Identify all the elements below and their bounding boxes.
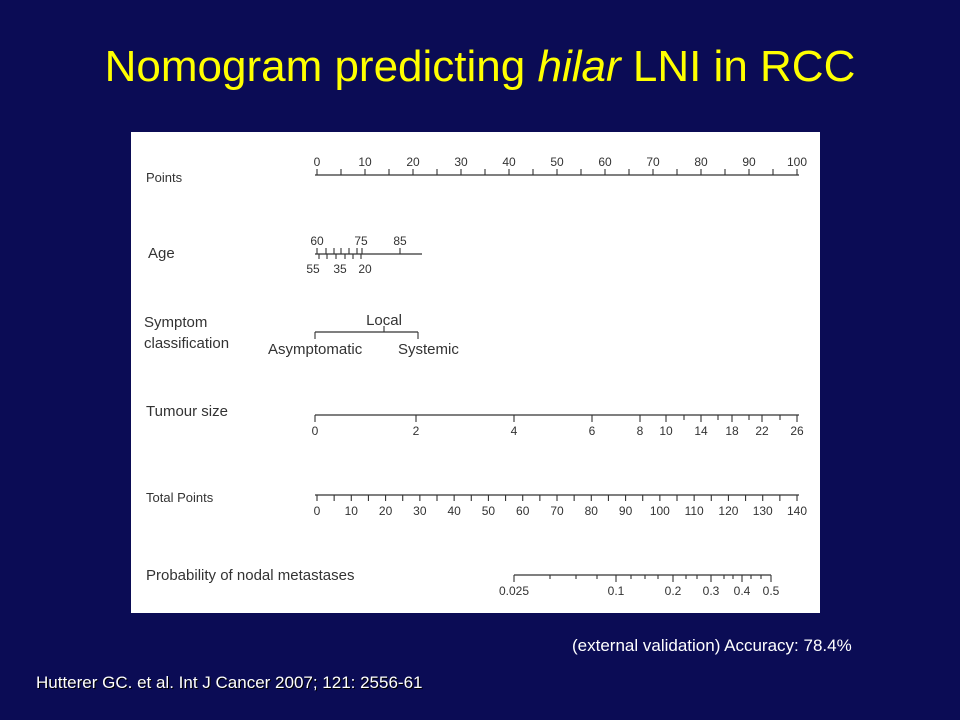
prob-scale-label: 0.4: [734, 584, 751, 598]
prob-scale-label: 0.1: [608, 584, 625, 598]
total-scale-label: 70: [550, 504, 564, 518]
tumour-scale-label: 0: [312, 424, 319, 438]
age-scale-label-top: 60: [310, 234, 324, 248]
symptom-level-systemic: Systemic: [398, 341, 459, 358]
nomogram-panel: Points Age Symptom classification Tumour…: [131, 132, 820, 613]
points-scale-label: 80: [694, 155, 708, 169]
accuracy-note: (external validation) Accuracy: 78.4%: [572, 636, 852, 655]
row-label-symptom-2: classification: [144, 335, 229, 352]
points-scale-label: 60: [598, 155, 612, 169]
points-scale-label: 0: [314, 155, 321, 169]
total-scale-label: 140: [787, 504, 807, 518]
tumour-scale-label: 14: [694, 424, 708, 438]
tumour-scale-label: 10: [659, 424, 673, 438]
slide-title: Nomogram predicting hilar LNI in RCC: [0, 42, 960, 92]
total-scale-label: 20: [379, 504, 393, 518]
age-scale-label-bottom: 55: [306, 262, 320, 276]
total-scale-label: 130: [753, 504, 773, 518]
age-scale-label-top: 85: [393, 234, 407, 248]
points-scale-label: 20: [406, 155, 420, 169]
age-scale-label-bottom: 20: [358, 262, 372, 276]
nomogram-figure: Points Age Symptom classification Tumour…: [144, 155, 807, 598]
title-part-2: LNI in RCC: [620, 42, 856, 91]
tumour-scale-label: 22: [755, 424, 769, 438]
row-label-symptom-1: Symptom: [144, 314, 207, 331]
tumour-scale-label: 26: [790, 424, 804, 438]
points-scale-label: 70: [646, 155, 660, 169]
citation: Hutterer GC. et al. Int J Cancer 2007; 1…: [36, 673, 423, 692]
total-scale-label: 0: [314, 504, 321, 518]
total-scale-label: 40: [447, 504, 461, 518]
tumour-scale-label: 6: [589, 424, 596, 438]
points-scale-label: 30: [454, 155, 468, 169]
symptom-level-local: Local: [366, 312, 402, 329]
total-scale-label: 120: [718, 504, 738, 518]
total-scale-label: 100: [650, 504, 670, 518]
points-scale-label: 100: [787, 155, 807, 169]
row-label-points: Points: [146, 170, 183, 185]
tumour-scale-label: 18: [725, 424, 739, 438]
row-label-prob: Probability of nodal metastases: [146, 567, 354, 584]
points-scale-label: 90: [742, 155, 756, 169]
prob-scale-label: 0.025: [499, 584, 529, 598]
row-label-tumour: Tumour size: [146, 403, 228, 420]
age-scale-label-top: 75: [354, 234, 368, 248]
tumour-scale-label: 4: [511, 424, 518, 438]
total-scale-label: 10: [345, 504, 359, 518]
age-scale-label-bottom: 35: [333, 262, 347, 276]
total-scale-label: 110: [685, 504, 704, 518]
points-scale-label: 10: [358, 155, 372, 169]
points-scale-label: 40: [502, 155, 516, 169]
title-part-1: Nomogram predicting: [104, 42, 538, 91]
tumour-scale-label: 2: [413, 424, 420, 438]
row-label-age: Age: [148, 245, 175, 262]
total-scale-label: 60: [516, 504, 530, 518]
prob-scale-label: 0.3: [703, 584, 720, 598]
points-scale-label: 50: [550, 155, 564, 169]
total-scale-label: 30: [413, 504, 427, 518]
total-scale-label: 90: [619, 504, 633, 518]
tumour-scale-label: 8: [637, 424, 644, 438]
title-italic-word: hilar: [537, 42, 621, 91]
total-scale-label: 80: [585, 504, 599, 518]
prob-scale-label: 0.5: [763, 584, 780, 598]
prob-scale-label: 0.2: [665, 584, 682, 598]
total-scale-label: 50: [482, 504, 496, 518]
row-label-total: Total Points: [146, 490, 214, 505]
symptom-level-asymptomatic: Asymptomatic: [268, 341, 363, 358]
